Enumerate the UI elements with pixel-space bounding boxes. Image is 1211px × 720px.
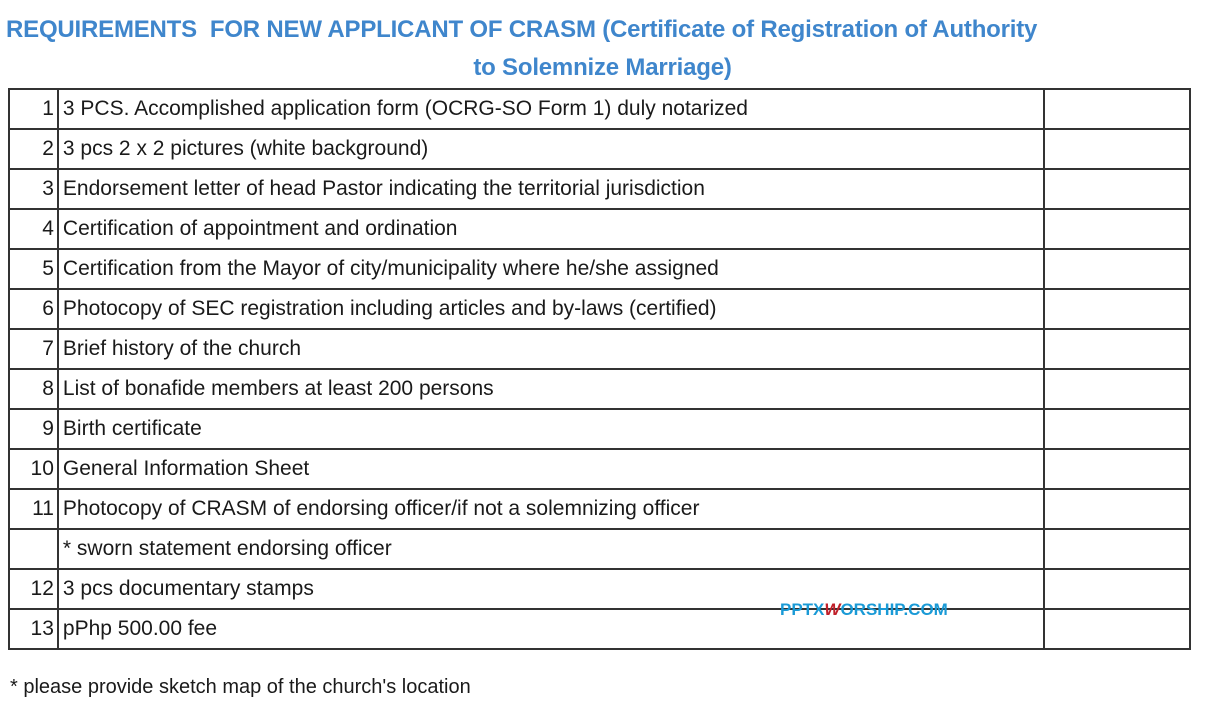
watermark-logo: PPTXWORSHIP.COM	[780, 600, 948, 620]
row-number: 2	[8, 128, 59, 170]
watermark-w: W	[824, 600, 841, 619]
table-row: 8 List of bonafide members at least 200 p…	[8, 368, 1192, 410]
table-row: 13 pPhp 500.00 fee	[8, 608, 1192, 650]
table-row: 3 Endorsement letter of head Pastor indic…	[8, 168, 1192, 210]
watermark-text-end: ORSHIP.COM	[840, 600, 948, 619]
requirement-text: * sworn statement endorsing officer	[56, 528, 1045, 570]
checkbox-cell[interactable]	[1042, 128, 1192, 170]
requirement-text: General Information Sheet	[56, 448, 1045, 490]
row-number: 10	[8, 448, 59, 490]
row-number	[8, 528, 59, 570]
checkbox-cell[interactable]	[1042, 528, 1192, 570]
table-row: * sworn statement endorsing officer	[8, 528, 1192, 570]
checkbox-cell[interactable]	[1042, 208, 1192, 250]
checkbox-cell[interactable]	[1042, 168, 1192, 210]
table-row: 7 Brief history of the church	[8, 328, 1192, 370]
row-number: 13	[8, 608, 59, 650]
checkbox-cell[interactable]	[1042, 248, 1192, 290]
row-number: 7	[8, 328, 59, 370]
checkbox-cell[interactable]	[1042, 608, 1192, 650]
row-number: 4	[8, 208, 59, 250]
table-row: 10 General Information Sheet	[8, 448, 1192, 490]
checkbox-cell[interactable]	[1042, 368, 1192, 410]
row-number: 8	[8, 368, 59, 410]
requirement-text: 3 pcs documentary stamps	[56, 568, 1045, 610]
requirement-text: Brief history of the church	[56, 328, 1045, 370]
row-number: 9	[8, 408, 59, 450]
requirement-text: Photocopy of CRASM of endorsing officer/…	[56, 488, 1045, 530]
requirement-text: 3 PCS. Accomplished application form (OC…	[56, 88, 1045, 130]
checkbox-cell[interactable]	[1042, 288, 1192, 330]
row-number: 5	[8, 248, 59, 290]
watermark-text: PPTX	[780, 600, 825, 619]
requirement-text: Endorsement letter of head Pastor indica…	[56, 168, 1045, 210]
checkbox-cell[interactable]	[1042, 408, 1192, 450]
table-row: 6 Photocopy of SEC registration including…	[8, 288, 1192, 330]
requirement-text: Certification of appointment and ordinat…	[56, 208, 1045, 250]
checkbox-cell[interactable]	[1042, 488, 1192, 530]
row-number: 1	[8, 88, 59, 130]
requirement-text: 3 pcs 2 x 2 pictures (white background)	[56, 128, 1045, 170]
row-number: 6	[8, 288, 59, 330]
row-number: 11	[8, 488, 59, 530]
table-row: 12 3 pcs documentary stamps	[8, 568, 1192, 610]
table-row: 4 Certification of appointment and ordina…	[8, 208, 1192, 250]
requirement-text: pPhp 500.00 fee	[56, 608, 1045, 650]
row-number: 12	[8, 568, 59, 610]
row-number: 3	[8, 168, 59, 210]
table-row: 11 Photocopy of CRASM of endorsing office…	[8, 488, 1192, 530]
requirement-text: Photocopy of SEC registration including …	[56, 288, 1045, 330]
requirement-text: Birth certificate	[56, 408, 1045, 450]
checkbox-cell[interactable]	[1042, 328, 1192, 370]
document-title-line1: REQUIREMENTS FOR NEW APPLICANT OF CRASM …	[6, 16, 1038, 43]
table-row: 9 Birth certificate	[8, 408, 1192, 450]
requirement-text: Certification from the Mayor of city/mun…	[56, 248, 1045, 290]
table-row: 5 Certification from the Mayor of city/mu…	[8, 248, 1192, 290]
requirement-text: List of bonafide members at least 200 pe…	[56, 368, 1045, 410]
checkbox-cell[interactable]	[1042, 88, 1192, 130]
document-title-line2: to Solemnize Marriage)	[473, 54, 732, 81]
footer-note: * please provide sketch map of the churc…	[10, 676, 471, 698]
checkbox-cell[interactable]	[1042, 448, 1192, 490]
checkbox-cell[interactable]	[1042, 568, 1192, 610]
